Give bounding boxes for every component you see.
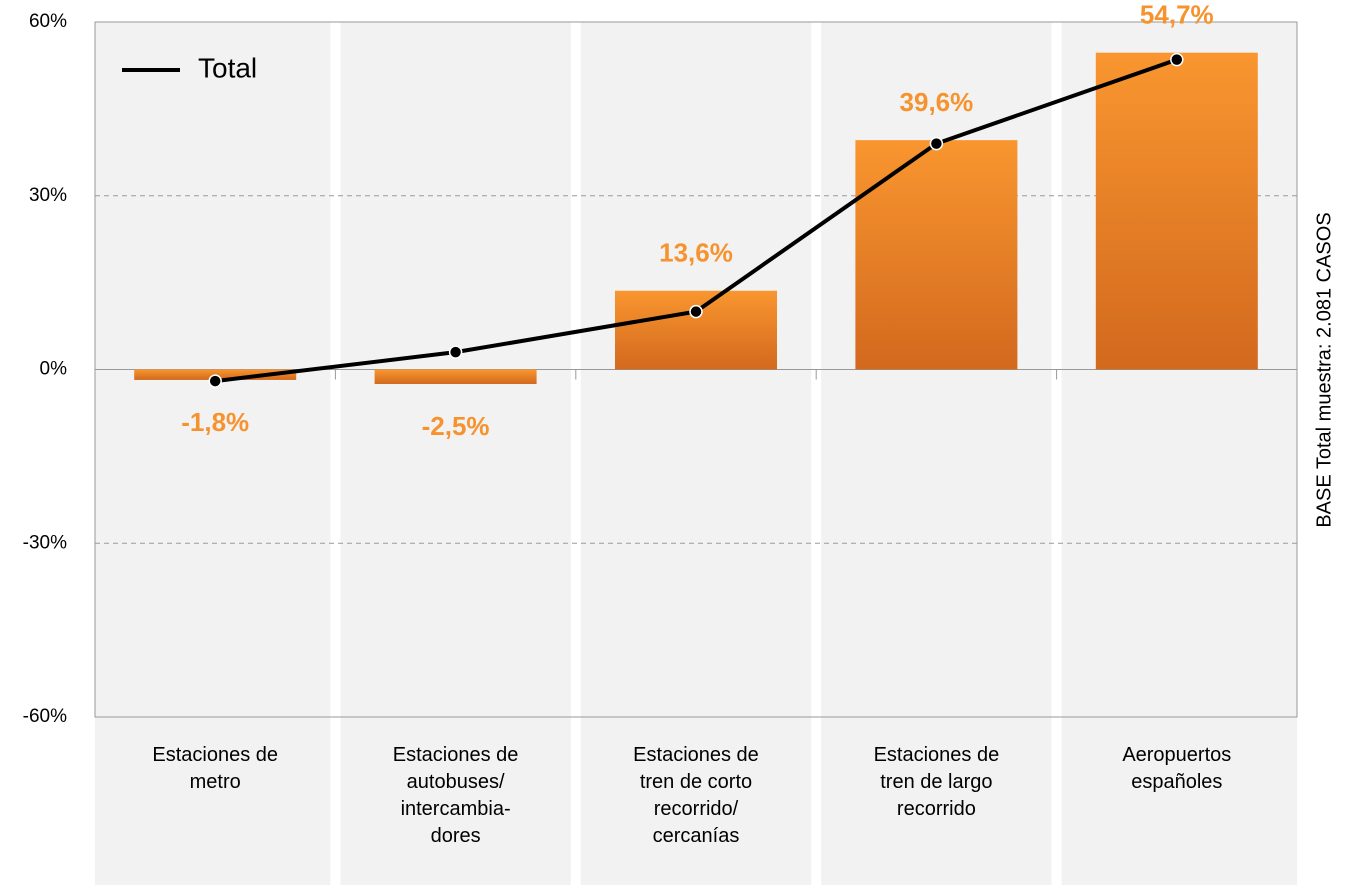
column-band: [580, 22, 812, 885]
y-tick-label: -60%: [23, 706, 67, 727]
bar: [855, 140, 1018, 370]
data-label: 13,6%: [659, 238, 733, 268]
column-band: [340, 22, 571, 885]
y-tick-label: 60%: [29, 11, 67, 32]
y-tick-label: -30%: [23, 532, 67, 553]
annotation: BASE Total muestra: 2.081 CASOS: [1313, 212, 1335, 527]
y-tick-label: 30%: [29, 185, 67, 206]
bar: [1095, 52, 1258, 370]
line-point: [448, 345, 463, 359]
line-point: [689, 304, 703, 319]
x-tick-label: Estaciones de metro: [152, 744, 278, 793]
line-point: [208, 374, 222, 388]
x-tick-label: Estaciones de tren de corto recorrido/ c…: [633, 744, 759, 847]
bar: [374, 369, 537, 384]
column-band: [95, 22, 331, 885]
data-label: -1,8%: [181, 407, 249, 437]
line-point: [929, 136, 944, 151]
x-tick-label: Estaciones de tren de largo recorrido: [873, 744, 1000, 820]
line-point: [1170, 52, 1184, 67]
data-label: 54,7%: [1140, 0, 1214, 30]
data-label: 39,6%: [900, 87, 974, 117]
bar: [615, 290, 777, 370]
data-label: -2,5%: [422, 411, 490, 441]
legend-label: Total: [198, 52, 257, 83]
y-tick-label: 0%: [40, 359, 68, 380]
x-tick-label: Aeropuertos españoles: [1122, 744, 1232, 793]
x-tick-label: Estaciones de autobuses/ intercambia- do…: [392, 744, 519, 847]
